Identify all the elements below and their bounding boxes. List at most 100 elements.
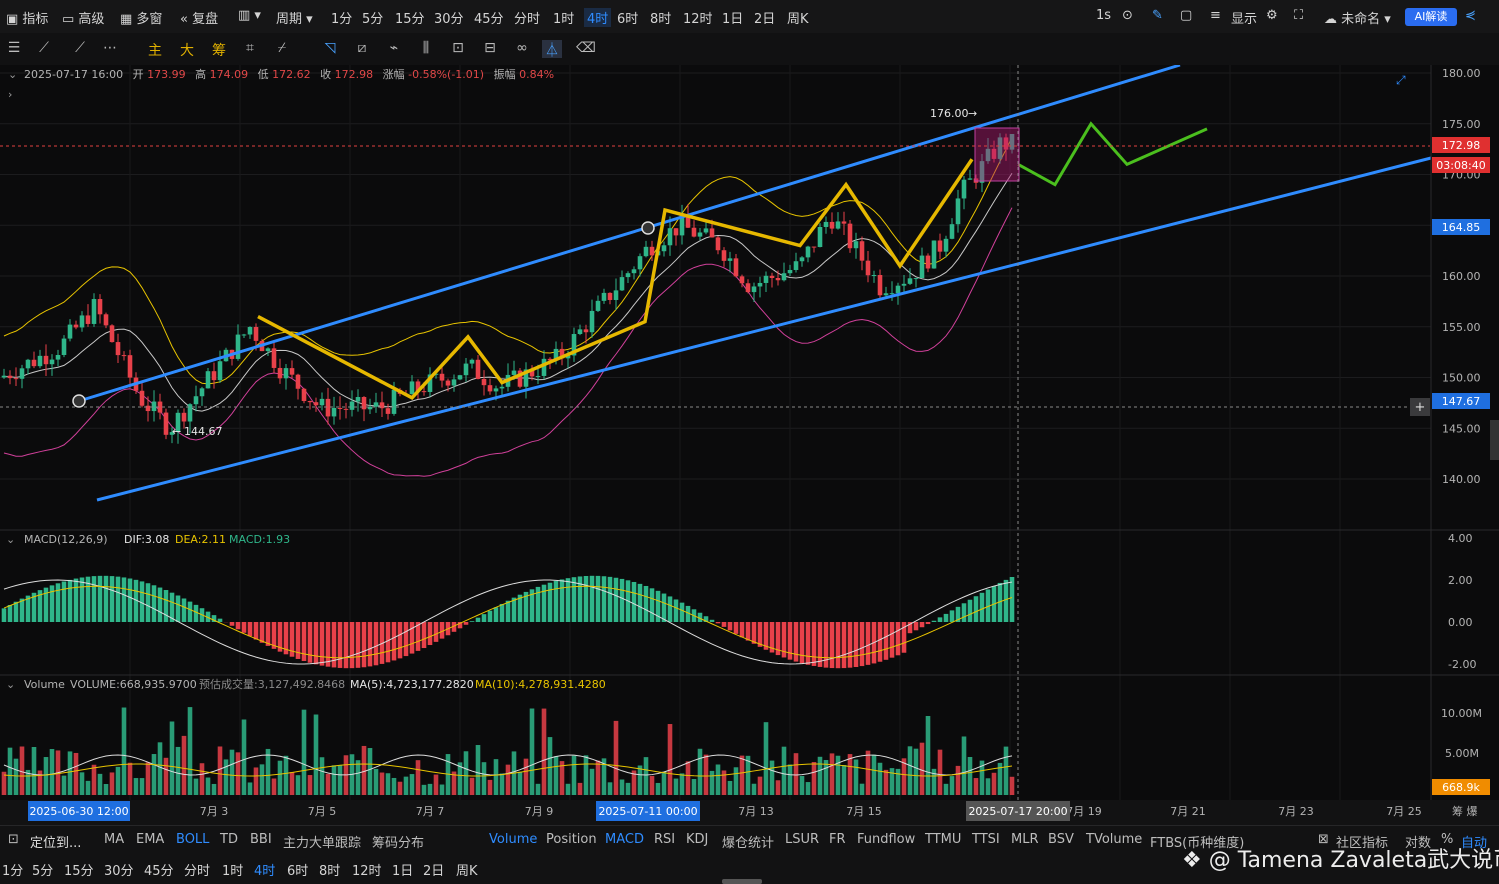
ruler-icon[interactable]: ⧄: [352, 40, 372, 58]
main-force-label[interactable]: 主: [145, 40, 165, 58]
bottom-tf-5[interactable]: 分时: [184, 860, 210, 879]
sub-indicator-6[interactable]: LSUR: [785, 832, 819, 847]
timeframe-9[interactable]: 8时: [650, 8, 671, 27]
menu-icon[interactable]: ☰: [4, 40, 24, 58]
bottom-tf-1[interactable]: 5分: [32, 860, 53, 879]
cursor-icon[interactable]: ◹: [320, 40, 340, 58]
resize-handle[interactable]: [722, 879, 762, 884]
main-indicator-6[interactable]: 筹码分布: [372, 832, 424, 851]
replay-menu[interactable]: « 复盘: [180, 8, 218, 27]
timeframe-10[interactable]: 12时: [683, 8, 713, 27]
indicator-menu[interactable]: ▣ 指标: [6, 8, 48, 27]
sub-indicator-4[interactable]: KDJ: [686, 832, 708, 847]
anchor-point-1[interactable]: [73, 395, 85, 407]
multi-window-menu[interactable]: ▦ 多窗: [120, 8, 162, 27]
main-indicator-0[interactable]: MA: [104, 832, 124, 847]
bottom-tf-7[interactable]: 4时: [254, 860, 275, 879]
candle-body: [716, 237, 721, 250]
drawing-tools-icon[interactable]: ⟋: [70, 40, 90, 58]
settings-icon[interactable]: ⚙: [1266, 8, 1278, 23]
timeframe-3[interactable]: 30分: [434, 8, 464, 27]
layout-icon[interactable]: ▢: [1180, 8, 1192, 23]
sub-indicator-10[interactable]: TTSI: [972, 832, 1000, 847]
list-icon[interactable]: ≡: [1210, 8, 1221, 23]
main-indicator-3[interactable]: TD: [220, 832, 238, 847]
bottom-tf-11[interactable]: 1日: [392, 860, 413, 879]
time-axis-corner[interactable]: 筹 爆: [1452, 804, 1478, 818]
fullscreen-icon[interactable]: ⛶: [1294, 8, 1303, 23]
sub-indicator-0[interactable]: Volume: [489, 832, 537, 847]
chart-type-menu[interactable]: ▥ ▾: [238, 8, 261, 23]
filter-icon[interactable]: ⏃: [542, 40, 562, 58]
bottom-tf-12[interactable]: 2日: [423, 860, 444, 879]
camera-icon[interactable]: ⊙: [1122, 8, 1133, 23]
maximize-icon[interactable]: ⤢: [1395, 73, 1406, 87]
candle-icon[interactable]: ⫼: [416, 40, 436, 58]
timeframe-7[interactable]: 4时: [584, 8, 611, 27]
sub-indicator-2[interactable]: MACD: [605, 832, 644, 847]
magic-icon[interactable]: ⌗: [240, 40, 260, 58]
expand-icon[interactable]: ›: [8, 88, 12, 101]
sub-indicator-1[interactable]: Position: [546, 832, 597, 847]
timeframe-8[interactable]: 6时: [617, 8, 638, 27]
display-label[interactable]: 显示: [1231, 8, 1257, 27]
sub-indicator-11[interactable]: MLR: [1011, 832, 1039, 847]
chart-area[interactable]: ⌄ › 2025-07-17 16:00 开 173.99 高 174.09 低…: [0, 65, 1499, 825]
cloud-layout[interactable]: ☁ 未命名 ▾: [1324, 8, 1391, 27]
locate-button[interactable]: 定位到...: [30, 832, 81, 851]
lock-icon[interactable]: ⊡: [448, 40, 468, 58]
more-icon[interactable]: ⋯: [100, 40, 120, 58]
bottom-tf-6[interactable]: 1时: [222, 860, 243, 879]
link-icon[interactable]: ∞: [512, 40, 532, 58]
scroll-handle[interactable]: [1490, 420, 1499, 460]
timeframe-6[interactable]: 1时: [553, 8, 574, 27]
eraser-icon[interactable]: ⌿: [272, 40, 292, 58]
sub-indicator-8[interactable]: Fundflow: [857, 832, 915, 847]
main-indicator-2[interactable]: BOLL: [176, 832, 209, 847]
ai-interpret-button[interactable]: AI解读: [1405, 8, 1457, 26]
chip-label[interactable]: 筹: [209, 40, 229, 58]
main-indicator-4[interactable]: BBI: [250, 832, 272, 847]
anchor-point-2[interactable]: [642, 222, 654, 234]
timeframe-1[interactable]: 5分: [362, 8, 383, 27]
bottom-tf-0[interactable]: 1分: [2, 860, 23, 879]
timeframe-4[interactable]: 45分: [474, 8, 504, 27]
pen-icon[interactable]: ✎: [1152, 8, 1163, 23]
trash-icon[interactable]: ⌫: [576, 40, 596, 58]
bottom-tf-2[interactable]: 15分: [64, 860, 94, 879]
sub-indicator-7[interactable]: FR: [829, 832, 846, 847]
brush-icon[interactable]: ⌁: [384, 40, 404, 58]
main-indicator-5[interactable]: 主力大单跟踪: [283, 832, 361, 851]
bottom-tf-3[interactable]: 30分: [104, 860, 134, 879]
main-indicator-1[interactable]: EMA: [136, 832, 164, 847]
bottom-tf-13[interactable]: 周K: [456, 860, 478, 879]
sub-indicator-9[interactable]: TTMU: [925, 832, 961, 847]
bottom-tf-8[interactable]: 6时: [287, 860, 308, 879]
interval-label[interactable]: 1s: [1096, 8, 1111, 23]
indicator-draw-icon[interactable]: ⟋: [34, 40, 54, 58]
volume-bar: [782, 747, 787, 795]
bottom-tf-10[interactable]: 12时: [352, 860, 382, 879]
collapse-icon[interactable]: ⌄: [8, 68, 17, 81]
bottom-tf-9[interactable]: 8时: [319, 860, 340, 879]
sub-indicator-5[interactable]: 爆仓统计: [722, 832, 774, 851]
candle-body: [902, 284, 907, 286]
timeframe-5[interactable]: 分时: [514, 8, 540, 27]
bottom-tf-4[interactable]: 45分: [144, 860, 174, 879]
locate-icon[interactable]: ⊡: [8, 832, 19, 847]
timeframe-0[interactable]: 1分: [331, 8, 352, 27]
timeframe-12[interactable]: 2日: [754, 8, 775, 27]
share-icon[interactable]: ⋞: [1465, 8, 1476, 23]
big-order-label[interactable]: 大: [177, 40, 197, 58]
highlight-box[interactable]: [975, 128, 1019, 181]
timeframe-2[interactable]: 15分: [395, 8, 425, 27]
sub-indicator-13[interactable]: TVolume: [1086, 832, 1142, 847]
price-axis[interactable]: 180.00175.00170.00165.00160.00155.00150.…: [1442, 67, 1481, 486]
advanced-menu[interactable]: ▭ 高级: [62, 8, 104, 27]
period-menu[interactable]: 周期 ▾: [276, 8, 313, 27]
sub-indicator-12[interactable]: BSV: [1048, 832, 1074, 847]
timeframe-13[interactable]: 周K: [787, 8, 809, 27]
note-icon[interactable]: ⊟: [480, 40, 500, 58]
sub-indicator-3[interactable]: RSI: [654, 832, 675, 847]
timeframe-11[interactable]: 1日: [722, 8, 743, 27]
